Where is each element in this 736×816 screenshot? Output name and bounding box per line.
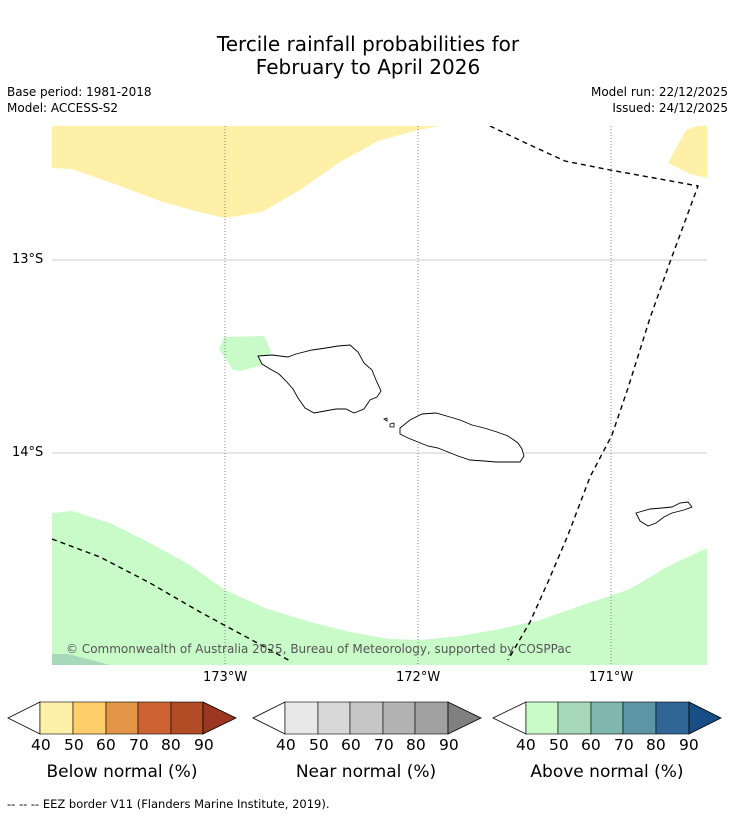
lat-label-13s: 13°S (12, 252, 44, 267)
colorbar-above-normal (492, 701, 722, 735)
lon-label-171w: 171°W (589, 670, 634, 685)
lat-label-14s: 14°S (12, 445, 44, 460)
near-swatch-50 (317, 701, 351, 735)
near-tick: 90 (439, 736, 459, 754)
below-swatch-90 (202, 701, 237, 735)
below-swatch-60 (105, 701, 139, 735)
eez-border-east (489, 126, 699, 661)
near-swatch-40 (284, 701, 319, 735)
near-tick: 80 (406, 736, 426, 754)
near-swatch-90 (447, 701, 482, 735)
copyright-notice: © Commonwealth of Australia 2025, Bureau… (66, 642, 571, 656)
base-period: Base period: 1981-2018 (7, 85, 152, 99)
below-normal-label: Below normal (%) (46, 762, 198, 782)
near-tick: 60 (341, 736, 361, 754)
below-tick: 70 (129, 736, 149, 754)
near-tick: 40 (276, 736, 296, 754)
above-normal-label: Above normal (%) (530, 762, 684, 782)
title-line-1: Tercile rainfall probabilities for (216, 32, 520, 56)
colorbar-near-normal (252, 701, 482, 735)
lon-label-173w: 173°W (203, 670, 248, 685)
near-tick: 50 (309, 736, 329, 754)
near-tick: 70 (374, 736, 394, 754)
above-swatch-80 (655, 701, 690, 735)
above-normal-region-southwest (52, 654, 110, 665)
issued-date: Issued: 24/12/2025 (612, 101, 728, 115)
above-swatch-50 (557, 701, 592, 735)
lon-label-172w: 172°W (396, 670, 441, 685)
above-normal-region-south (52, 511, 707, 665)
below-swatch-40 (39, 701, 74, 735)
above-tick: 70 (614, 736, 634, 754)
island-apolima (389, 422, 395, 428)
above-tick: 90 (679, 736, 699, 754)
below-normal-region-north (52, 126, 440, 218)
below-swatch-80 (170, 701, 204, 735)
island-manono (383, 417, 388, 422)
island-tutuila (635, 501, 693, 527)
model-name: Model: ACCESS-S2 (7, 101, 119, 115)
below-tick: 50 (64, 736, 84, 754)
below-tick: 90 (194, 736, 214, 754)
eez-border-note: -- -- -- EEZ border V11 (Flanders Marine… (7, 797, 330, 811)
eez-border-southwest (52, 538, 293, 663)
near-swatch-70 (382, 701, 416, 735)
near-normal-label: Near normal (%) (295, 762, 437, 782)
below-swatch-70 (137, 701, 172, 735)
below-tick: 40 (31, 736, 51, 754)
title-line-2: February to April 2026 (255, 55, 481, 79)
below-normal-region-northeast (668, 126, 707, 178)
near-swatch-60 (349, 701, 384, 735)
below-swatch-50 (72, 701, 107, 735)
above-tick: 40 (516, 736, 536, 754)
island-upolu (399, 412, 525, 463)
near-swatch-80 (414, 701, 449, 735)
island-savaii (257, 344, 382, 414)
above-swatch-60 (590, 701, 624, 735)
above-tick: 50 (549, 736, 569, 754)
colorbar-below-normal (7, 701, 237, 735)
above-tick: 60 (581, 736, 601, 754)
below-tick: 60 (96, 736, 116, 754)
above-swatch-40 (525, 701, 559, 735)
below-tick: 80 (161, 736, 181, 754)
above-swatch-90 (688, 701, 722, 735)
model-run: Model run: 22/12/2025 (590, 85, 728, 99)
above-tick: 80 (646, 736, 666, 754)
above-swatch-70 (622, 701, 657, 735)
above-normal-region-west (219, 336, 271, 371)
